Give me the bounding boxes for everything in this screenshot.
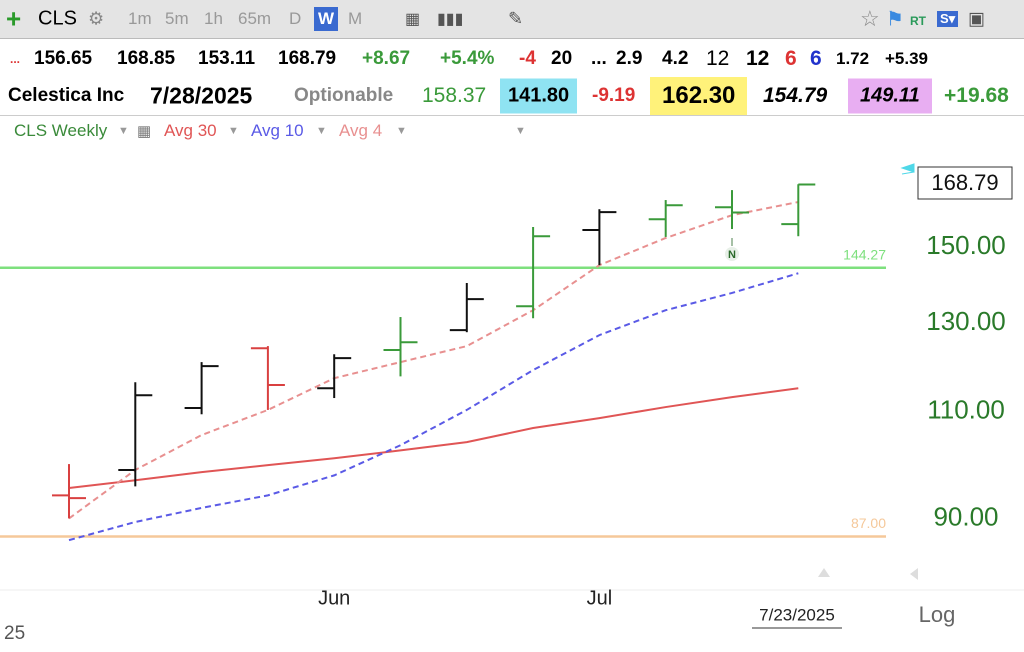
y-tick-label: 150.00: [926, 230, 1006, 260]
quote-value: 1.72: [836, 49, 870, 68]
grid-icon[interactable]: ▦: [137, 123, 152, 140]
quote-value: 168.85: [117, 48, 176, 69]
annotation-dot: [725, 247, 739, 261]
s-icon[interactable]: S▾: [937, 11, 959, 27]
price-box: [917, 166, 1013, 200]
interval-button[interactable]: 1m: [128, 9, 152, 28]
y-tick-label: 110.00: [927, 395, 1005, 425]
flag-icon[interactable]: ⚑: [886, 8, 904, 31]
quote-value: 12: [706, 47, 730, 70]
quote-value: 20: [551, 48, 573, 69]
icon[interactable]: ✎: [508, 8, 524, 29]
quote-value: ...: [591, 48, 607, 69]
axis-fragment: 25: [4, 623, 25, 644]
annotation: N: [728, 249, 736, 261]
info-value: 162.30: [650, 77, 748, 115]
hline-label: 144.27: [843, 247, 886, 263]
moving-average: [68, 201, 799, 520]
info-value: Optionable: [294, 85, 394, 106]
info-row: Celestica Inc 7/28/2025 Optionable 158.37 14…: [0, 77, 1024, 116]
info-value: 154.79: [763, 84, 828, 107]
icon[interactable]: ▦: [405, 11, 421, 28]
quote-value: +5.4%: [440, 48, 495, 69]
scroll-arrow[interactable]: [818, 568, 830, 577]
quote-value: 153.11: [198, 48, 256, 69]
info-value: -9.19: [592, 85, 636, 106]
symbol[interactable]: CLS: [38, 7, 77, 30]
quote-value: ...: [10, 52, 21, 66]
add-icon[interactable]: +: [6, 3, 22, 34]
toolbar: + CLS ⚙ ▦ ▮▮▮ ✎ ☆ ⚑ RT S▾ ▣ 1m 5m 1h 65m D W M: [0, 0, 1024, 39]
dropdown[interactable]: ▼: [118, 125, 129, 137]
quote-value: 6: [785, 47, 797, 70]
legend-entry[interactable]: Avg 10: [251, 121, 304, 140]
save-icon[interactable]: ▣: [968, 8, 986, 29]
star-icon[interactable]: ☆: [860, 6, 880, 31]
dropdown[interactable]: ▼: [316, 125, 327, 137]
info-value: Celestica Inc: [8, 85, 125, 106]
price-marker: [900, 163, 915, 175]
cursor-date: 7/23/2025: [759, 605, 835, 624]
quote-value: 4.2: [662, 48, 689, 69]
scale-button[interactable]: Log: [919, 602, 956, 627]
interval-button[interactable]: 1h: [204, 9, 223, 28]
x-tick-label: Jun: [318, 587, 350, 609]
quote-value: 6: [810, 47, 822, 70]
quote-value: 2.9: [616, 48, 643, 69]
moving-average: [68, 272, 799, 542]
y-tick-label: 90.00: [933, 501, 998, 531]
quote-value: -4: [519, 48, 536, 69]
quote-value: +8.67: [362, 48, 411, 69]
interval-button[interactable]: W: [314, 7, 339, 31]
legend-entry[interactable]: Avg 4: [339, 121, 383, 140]
indicator-row: CLS Weekly ▼ ▦ ▼ ▼ ▼ ▼ Avg 30 Avg 10 Avg 4: [0, 116, 1024, 146]
quote-value: 168.79: [278, 48, 337, 69]
x-tick-label: Jul: [587, 587, 613, 609]
y-tick-label: 130.00: [926, 306, 1006, 336]
scroll-arrow[interactable]: [910, 568, 918, 580]
interval-button[interactable]: M: [348, 9, 363, 28]
dropdown[interactable]: ▼: [228, 125, 239, 137]
quote-value: +5.39: [885, 49, 929, 68]
moving-average: [68, 387, 799, 490]
info-value: 158.37: [422, 84, 487, 107]
quote-value: 12: [746, 47, 770, 70]
hline-label: 87.00: [851, 515, 886, 531]
interval-button[interactable]: 65m: [238, 9, 272, 28]
info-value: 141.80: [500, 78, 578, 114]
icon[interactable]: ▮▮▮: [437, 11, 464, 28]
quote-row: ... 156.65 168.85 153.11 168.79 +8.67 +5.4% -4 2…: [0, 39, 1024, 77]
icon[interactable]: ⚙: [88, 8, 105, 29]
interval-button[interactable]: 5m: [165, 9, 189, 28]
chart-title[interactable]: CLS Weekly: [14, 121, 108, 140]
info-value: 149.11: [848, 78, 932, 114]
info-value: +19.68: [944, 84, 1009, 107]
interval-button[interactable]: D: [289, 9, 302, 28]
dropdown[interactable]: ▼: [396, 125, 407, 137]
legend-entry[interactable]: Avg 30: [164, 121, 217, 140]
last-price: 168.79: [931, 170, 998, 195]
rt[interactable]: RT: [910, 14, 926, 28]
info-value: 7/28/2025: [150, 82, 253, 109]
quote-value: 156.65: [34, 48, 93, 69]
dropdown[interactable]: ▼: [515, 125, 526, 137]
